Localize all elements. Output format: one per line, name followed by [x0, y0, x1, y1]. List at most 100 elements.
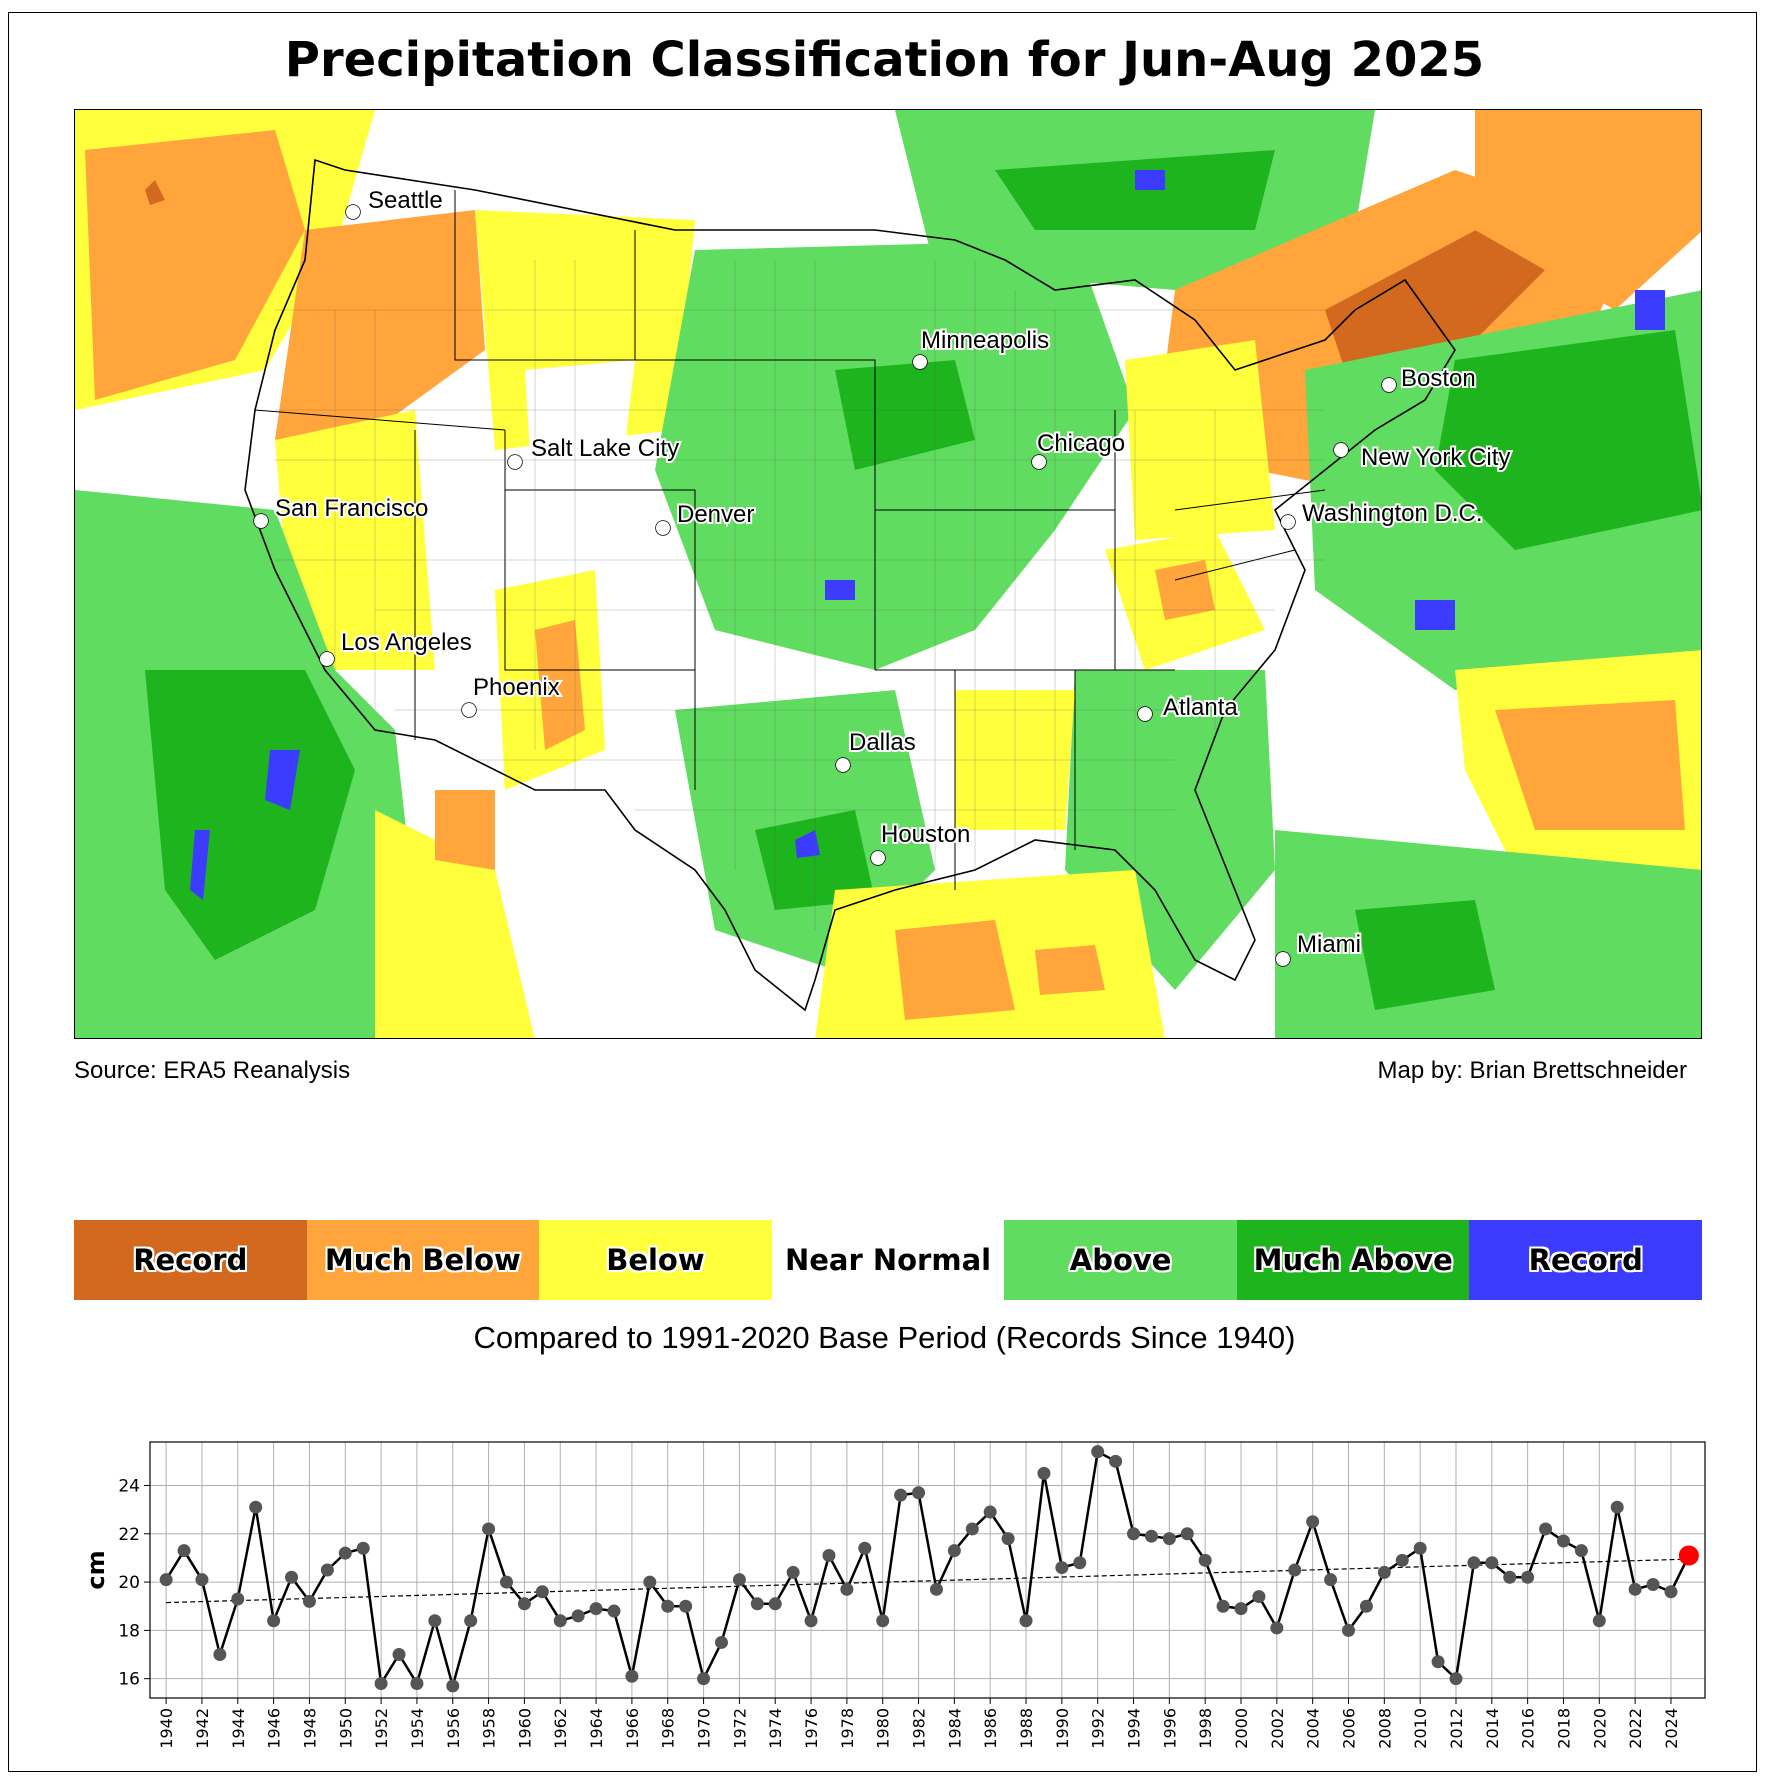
data-point	[1019, 1614, 1033, 1628]
data-point	[231, 1592, 245, 1606]
data-point	[983, 1505, 997, 1519]
data-point	[786, 1565, 800, 1579]
data-point	[1216, 1599, 1230, 1613]
city-label: Chicago	[1037, 430, 1125, 457]
legend-caption: Compared to 1991-2020 Base Period (Recor…	[473, 1320, 1296, 1355]
data-point	[1467, 1556, 1481, 1570]
data-point	[1521, 1570, 1535, 1584]
x-tick-label: 1968	[659, 1708, 678, 1749]
legend-much-above: Much Above	[1236, 1220, 1470, 1300]
x-tick-label: 1992	[1089, 1708, 1108, 1749]
city-seattle: Seattle	[345, 185, 445, 220]
data-point	[750, 1597, 764, 1611]
x-tick-label: 1958	[480, 1708, 499, 1749]
city-los-angeles: Los Angeles	[319, 627, 474, 667]
x-tick-label: 2006	[1339, 1708, 1358, 1749]
data-point	[1485, 1556, 1499, 1570]
city-label: Los Angeles	[341, 629, 472, 656]
data-point	[213, 1648, 227, 1662]
data-point	[446, 1679, 460, 1693]
city-boston: Boston	[1381, 363, 1478, 394]
data-point	[195, 1573, 209, 1587]
data-point	[1037, 1466, 1051, 1480]
y-axis-label: cm	[82, 1550, 110, 1589]
x-tick-label: 1952	[372, 1708, 391, 1749]
data-point	[1109, 1454, 1123, 1468]
data-point	[249, 1500, 263, 1514]
x-tick-label: 2004	[1304, 1708, 1323, 1749]
data-point	[1162, 1532, 1176, 1546]
x-tick-label: 1942	[193, 1708, 212, 1749]
data-point	[1449, 1672, 1463, 1686]
data-point	[1144, 1529, 1158, 1543]
data-point	[840, 1582, 854, 1596]
x-tick-label: 1966	[623, 1708, 642, 1749]
data-point	[589, 1602, 603, 1616]
city-san-francisco: San Francisco	[253, 493, 430, 529]
us-outline	[244, 158, 1456, 1012]
data-point	[1270, 1621, 1284, 1635]
city-washington-dc: Washington D.C.	[1280, 498, 1485, 530]
data-point	[1306, 1515, 1320, 1529]
data-point	[571, 1609, 585, 1623]
x-tick-label: 2014	[1483, 1708, 1502, 1749]
city-label: San Francisco	[275, 495, 428, 522]
city-label: Atlanta	[1163, 694, 1238, 721]
x-tick-label: 1940	[157, 1708, 176, 1749]
x-tick-label: 2012	[1447, 1708, 1466, 1749]
map-canvas: Seattle Minneapolis Boston Salt Lake Cit…	[75, 110, 1701, 1038]
data-point	[1556, 1534, 1570, 1548]
anomaly-fields	[75, 110, 1701, 1038]
city-new-york-city: New York City	[1333, 442, 1512, 473]
data-point	[643, 1575, 657, 1589]
data-point	[1395, 1553, 1409, 1567]
x-tick-label: 1954	[408, 1708, 427, 1749]
city-label: Dallas	[849, 729, 916, 756]
series-line	[165, 1449, 1690, 1691]
data-point	[1324, 1573, 1338, 1587]
city-chicago: Chicago	[1031, 428, 1127, 470]
data-point	[1503, 1570, 1517, 1584]
x-tick-label: 1990	[1053, 1708, 1072, 1749]
city-dallas: Dallas	[835, 727, 918, 773]
legend-near-normal: Near Normal	[771, 1220, 1005, 1300]
data-point	[428, 1614, 442, 1628]
x-tick-label: 1982	[910, 1708, 929, 1749]
data-point	[1646, 1577, 1660, 1591]
trend-line	[166, 1558, 1689, 1604]
x-tick-label: 1994	[1125, 1708, 1144, 1749]
city-label: Seattle	[368, 187, 443, 214]
data-point	[894, 1488, 908, 1502]
data-point	[517, 1597, 531, 1611]
data-point	[1001, 1532, 1015, 1546]
data-point	[732, 1573, 746, 1587]
x-tick-label: 2024	[1662, 1708, 1681, 1749]
x-tick-label: 1988	[1017, 1708, 1036, 1749]
x-tick-label: 1950	[336, 1708, 355, 1749]
data-point	[500, 1575, 514, 1589]
x-tick-label: 1996	[1160, 1708, 1179, 1749]
x-tick-label: 1976	[802, 1708, 821, 1749]
highlight-point	[1678, 1545, 1699, 1566]
data-point	[159, 1573, 173, 1587]
city-miami: Miami	[1275, 929, 1363, 967]
data-point	[714, 1635, 728, 1649]
city-houston: Houston	[870, 819, 972, 866]
x-tick-label: 2016	[1519, 1708, 1538, 1749]
data-point	[1628, 1582, 1642, 1596]
city-label: Houston	[881, 821, 970, 848]
city-salt-lake-city: Salt Lake City	[507, 433, 681, 470]
data-point	[1610, 1500, 1624, 1514]
data-point	[912, 1486, 926, 1500]
data-point	[679, 1599, 693, 1613]
data-point	[482, 1522, 496, 1536]
x-tick-label: 1984	[945, 1708, 964, 1749]
data-point	[338, 1546, 352, 1560]
x-tick-label: 1956	[444, 1708, 463, 1749]
x-tick-label: 2010	[1411, 1708, 1430, 1749]
city-label: Salt Lake City	[531, 435, 679, 462]
x-tick-label: 1944	[229, 1708, 248, 1749]
legend-record-dry: Record	[74, 1220, 307, 1300]
data-point	[267, 1614, 281, 1628]
